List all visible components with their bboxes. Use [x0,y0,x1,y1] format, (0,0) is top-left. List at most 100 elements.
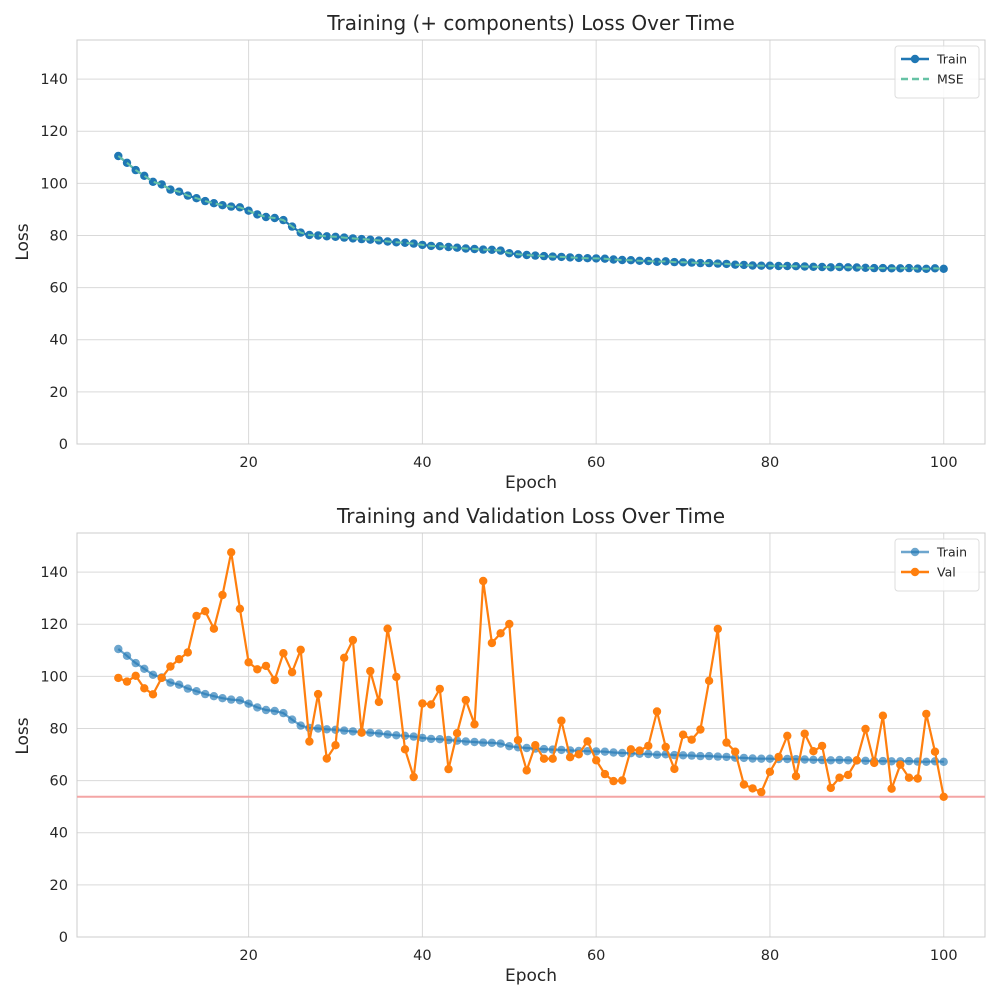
data-point [487,245,497,254]
data-point [496,629,505,638]
data-point [878,756,888,766]
data-point [835,773,844,782]
data-point [722,738,731,747]
data-point [861,724,870,734]
data-point [609,255,618,264]
data-point [904,756,914,766]
data-point [930,747,940,756]
data-point [270,706,279,716]
data-point [366,235,375,244]
y-tick-label: 80 [50,228,68,244]
data-point [166,185,175,194]
data-point [174,680,184,689]
data-point [348,635,358,645]
data-point [479,245,488,254]
data-point [218,590,227,600]
series-line [117,155,944,270]
data-point [539,754,549,763]
data-point [201,689,210,699]
data-point [296,645,305,654]
data-point [922,709,931,719]
data-point [366,666,375,676]
data-point [565,253,575,262]
data-point [244,658,253,667]
data-point [835,755,844,765]
data-point [409,239,418,248]
legend-marker [910,547,920,557]
data-point [122,677,132,686]
data-point [470,720,479,729]
y-tick-label: 100 [40,669,68,685]
data-point [783,731,792,740]
y-tick-label: 140 [40,72,68,88]
data-point [565,753,575,762]
x-axis-label: Epoch [505,966,557,986]
data-point [409,732,418,741]
data-point [505,742,514,751]
data-point [140,684,149,693]
data-point [739,753,749,763]
data-point [913,774,922,783]
data-point [791,772,801,781]
data-point [757,754,766,763]
plot-area [76,532,986,938]
data-point [253,665,262,674]
data-point [148,690,158,699]
data-point [522,743,531,753]
legend-label: Val [937,565,956,580]
data-point [809,747,818,756]
data-point [670,764,679,774]
training-components-chart: Training (+ components) Loss Over Time E… [13,11,986,493]
data-point [409,772,418,782]
data-point [731,747,740,756]
data-point [114,644,123,654]
data-point [678,730,688,739]
data-point [383,730,392,739]
legend-item: Train [901,545,967,560]
data-point [366,728,375,737]
data-point [800,755,809,764]
data-point [644,741,653,751]
data-point [400,238,410,247]
data-point [609,748,618,757]
data-point [148,670,158,679]
data-point [731,260,740,269]
data-point [600,769,610,779]
data-point [826,783,835,793]
data-point [287,668,297,677]
data-point [522,250,531,260]
data-point [392,731,401,740]
legend: Train MSE [894,45,980,99]
data-point [148,177,158,186]
data-point [313,231,323,240]
data-point [713,624,722,634]
legend-label: Train [936,52,967,67]
training-validation-chart: Training and Validation Loss Over Time E… [13,504,986,986]
data-point [861,756,870,765]
x-axis-label: Epoch [505,473,557,493]
data-point [896,760,905,769]
data-point [227,548,236,557]
data-point [548,754,557,763]
data-point [322,754,331,763]
data-point [939,757,948,766]
data-point [218,201,227,210]
y-axis-label: Loss [13,223,33,260]
data-point [392,672,401,682]
data-point [400,745,410,754]
data-point [479,576,488,586]
data-point [704,751,714,761]
data-point [244,699,253,708]
data-point [505,619,514,629]
data-point [174,655,184,664]
data-point [904,263,914,273]
series-val [114,548,948,801]
x-tick-label: 80 [761,455,779,471]
legend-label: MSE [937,72,964,87]
x-tick-label: 100 [930,455,958,471]
data-point [522,766,531,775]
data-point [887,784,896,793]
series-line [117,155,944,270]
legend-marker [910,54,920,64]
